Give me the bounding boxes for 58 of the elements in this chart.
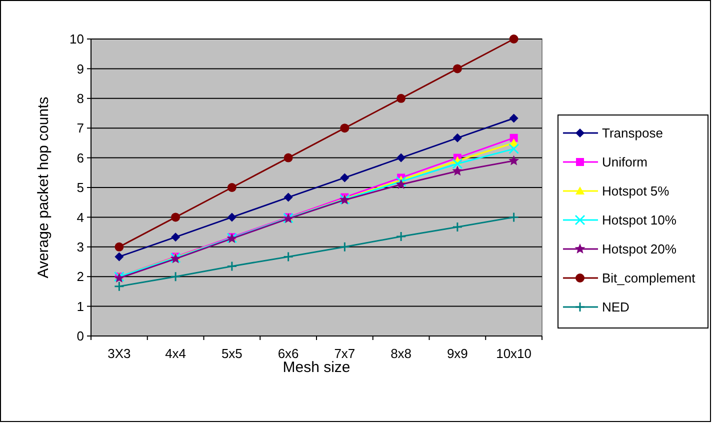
x-tick-label: 5x5	[221, 346, 242, 361]
legend-label: Bit_complement	[602, 270, 696, 286]
point	[226, 260, 238, 272]
y-tick-label: 8	[76, 90, 84, 106]
legend-label: Hotspot 20%	[602, 242, 677, 257]
point	[227, 212, 236, 222]
x-tick-label: 3X3	[108, 346, 131, 361]
y-tick-label: 10	[70, 32, 84, 47]
y-tick-label: 7	[76, 120, 84, 136]
point	[509, 114, 518, 123]
point	[340, 173, 350, 182]
point	[284, 192, 293, 202]
point	[452, 166, 463, 176]
point	[227, 183, 236, 192]
point	[114, 242, 124, 252]
x-tick-label: 10x10	[496, 346, 532, 361]
y-tick-label: 2	[76, 269, 84, 284]
point	[508, 144, 520, 154]
point	[508, 155, 520, 166]
point	[396, 231, 406, 242]
point	[340, 124, 350, 133]
point	[170, 271, 181, 282]
legend-label: Hotspot 10%	[602, 212, 677, 228]
x-tick-label: 9x9	[446, 346, 468, 361]
point	[452, 222, 463, 232]
point	[396, 179, 406, 189]
point	[114, 252, 124, 262]
point	[114, 281, 124, 292]
y-tick-label: 3	[76, 239, 84, 254]
legend-label: Transpose	[602, 126, 663, 141]
point	[396, 94, 406, 103]
y-tick-label: 4	[76, 210, 84, 225]
x-tick-label: 8x8	[390, 346, 412, 361]
point	[452, 158, 463, 169]
legend-label: NED	[602, 300, 630, 315]
x-tick-label: 6x6	[278, 346, 299, 361]
point	[171, 232, 180, 242]
y-tick-label: 6	[76, 150, 84, 166]
point	[508, 212, 520, 222]
point	[171, 212, 180, 222]
y-tick-label: 0	[76, 328, 84, 344]
y-tick-label: 1	[76, 298, 84, 314]
y-tick-label: 5	[76, 180, 84, 196]
y-axis-title: Average packet hop counts	[35, 96, 52, 278]
point	[452, 64, 462, 74]
legend-label: Uniform	[602, 154, 648, 170]
point	[284, 153, 293, 162]
x-tick-label: 7x7	[334, 346, 356, 361]
x-axis-title: Mesh size	[282, 359, 350, 376]
point	[509, 34, 518, 44]
x-tick-label: 4x4	[165, 346, 186, 361]
point	[339, 242, 350, 252]
point	[283, 251, 294, 262]
y-tick-label: 9	[76, 61, 84, 76]
point	[452, 133, 462, 142]
point	[396, 153, 406, 162]
legend-label: Hotspot 5%	[602, 184, 670, 199]
point	[396, 176, 406, 187]
